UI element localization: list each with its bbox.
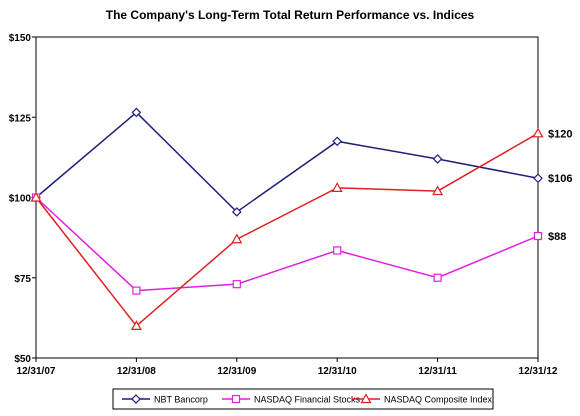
legend: NBT Bancorp NASDAQ Financial Stocks NASDAQ… — [112, 388, 494, 410]
legend-label: NASDAQ Composite Index — [384, 395, 493, 405]
data-point — [30, 191, 42, 202]
legend-item: NBT Bancorp — [122, 394, 208, 405]
legend-item: NASDAQ Composite Index — [352, 393, 493, 405]
data-point — [130, 320, 142, 330]
series-nasdaq-financial-stocks: $88 — [31, 193, 566, 295]
x-tick-label: 12/31/10 — [318, 366, 357, 377]
data-point — [131, 107, 142, 118]
legend-item: NASDAQ Financial Stocks — [222, 395, 361, 405]
legend-marker — [131, 394, 141, 404]
legend-label: NASDAQ Financial Stocks — [254, 395, 361, 405]
data-point — [332, 136, 343, 147]
data-point — [231, 233, 243, 244]
legend-marker — [360, 393, 372, 404]
chart-title: The Company's Long-Term Total Return Per… — [105, 8, 475, 22]
end-value-label: $88 — [548, 231, 566, 243]
x-tick-label: 12/31/08 — [117, 366, 156, 377]
y-tick-label: $50 — [14, 354, 31, 365]
x-tick-label: 12/31/07 — [17, 366, 56, 377]
data-point — [331, 182, 343, 192]
data-point — [333, 246, 342, 255]
y-tick-label: $125 — [9, 113, 32, 124]
y-tick-label: $75 — [14, 274, 31, 285]
series-line — [35, 196, 539, 292]
y-tick-label: $100 — [9, 194, 32, 205]
data-point — [231, 207, 242, 217]
series-line — [35, 132, 539, 327]
data-point — [432, 154, 443, 164]
end-value-label: $106 — [548, 173, 572, 185]
plot-area — [35, 36, 539, 359]
data-point — [532, 127, 544, 138]
data-point — [533, 231, 543, 241]
series-nasdaq-composite-index: $120 — [30, 127, 572, 330]
y-tick-label: $150 — [9, 33, 32, 44]
legend-box — [112, 388, 494, 410]
series-line — [35, 111, 539, 213]
legend-label: NBT Bancorp — [154, 395, 208, 405]
data-point — [232, 280, 241, 289]
series-nbt-bancorp: $106 — [31, 107, 572, 217]
data-point — [432, 185, 444, 196]
end-value-label: $120 — [548, 128, 572, 140]
data-point — [533, 173, 543, 184]
x-tick-label: 12/31/12 — [519, 366, 558, 377]
legend-marker — [231, 394, 241, 404]
data-point — [132, 286, 141, 295]
x-tick-label: 12/31/09 — [217, 366, 256, 377]
x-tick-label: 12/31/11 — [418, 366, 457, 377]
data-point — [433, 273, 442, 282]
